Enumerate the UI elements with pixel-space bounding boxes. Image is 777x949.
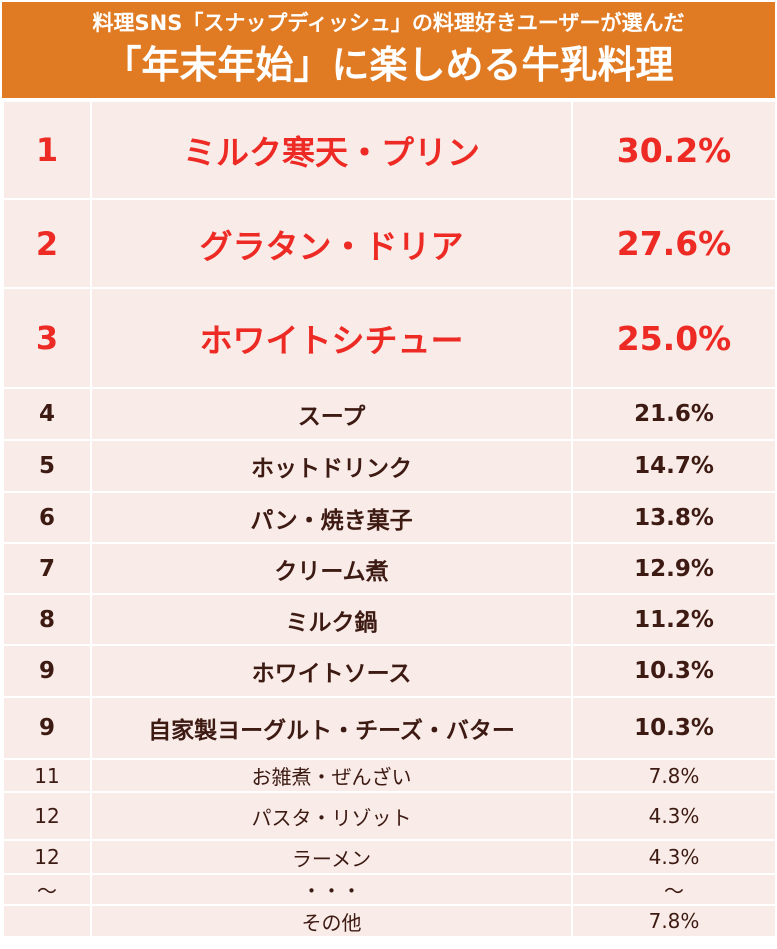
item-cell: ホットドリンク: [90, 439, 573, 493]
rank-cell: 1: [2, 100, 92, 200]
percent-cell: 10.3%: [571, 644, 777, 698]
rank-cell: 5: [2, 439, 92, 493]
table-row: 7 クリーム煮 12.9%: [2, 542, 777, 595]
rank-cell: 7: [2, 542, 92, 595]
rank-cell: 9: [2, 696, 92, 760]
rank-cell: 11: [2, 758, 92, 793]
item-cell: パスタ・リゾット: [90, 791, 573, 841]
rank-cell: 4: [2, 387, 92, 441]
ranking-table-body: 1 ミルク寒天・プリン 30.2% 2 グラタン・ドリア 27.6% 3 ホワイトシチュー 25…: [2, 100, 777, 938]
item-cell: その他: [90, 904, 573, 938]
item-cell: ミルク寒天・プリン: [90, 100, 573, 200]
table-row: 11 お雑煮・ぜんざい 7.8%: [2, 758, 777, 793]
header-title: 「年末年始」に楽しめる牛乳料理: [103, 43, 674, 87]
item-cell: ホワイトシチュー: [90, 287, 573, 389]
rank-cell: 12: [2, 839, 92, 875]
percent-cell: 21.6%: [571, 387, 777, 441]
rank-cell: [2, 904, 92, 938]
table-row: 2 グラタン・ドリア 27.6%: [2, 198, 777, 289]
percent-cell: 10.3%: [571, 696, 777, 760]
percent-cell: 27.6%: [571, 198, 777, 289]
table-row: ～・・・～: [2, 873, 777, 906]
percent-cell: 7.8%: [571, 758, 777, 793]
percent-cell: 30.2%: [571, 100, 777, 200]
rank-cell: 2: [2, 198, 92, 289]
table-row: 1 ミルク寒天・プリン 30.2%: [2, 100, 777, 200]
item-cell: ホワイトソース: [90, 644, 573, 698]
item-cell: パン・焼き菓子: [90, 491, 573, 544]
table-row: 6 パン・焼き菓子 13.8%: [2, 491, 777, 544]
table-row: 12 ラーメン 4.3%: [2, 839, 777, 875]
percent-cell: 4.3%: [571, 791, 777, 841]
item-cell: ミルク鍋: [90, 593, 573, 646]
item-cell: ラーメン: [90, 839, 573, 875]
rank-cell: 6: [2, 491, 92, 544]
table-row: その他 7.8%: [2, 904, 777, 938]
percent-cell: 7.8%: [571, 904, 777, 938]
table-row: 4 スープ 21.6%: [2, 387, 777, 441]
item-cell: スープ: [90, 387, 573, 441]
table-row: 12 パスタ・リゾット 4.3%: [2, 791, 777, 841]
ranking-table: 1 ミルク寒天・プリン 30.2% 2 グラタン・ドリア 27.6% 3 ホワイトシチュー 25…: [2, 100, 777, 938]
rank-cell: 8: [2, 593, 92, 646]
percent-cell: 11.2%: [571, 593, 777, 646]
rank-cell: 12: [2, 791, 92, 841]
percent-cell: ～: [571, 873, 777, 906]
item-cell: クリーム煮: [90, 542, 573, 595]
table-row: 9 ホワイトソース 10.3%: [2, 644, 777, 698]
item-cell: お雑煮・ぜんざい: [90, 758, 573, 793]
table-row: 8 ミルク鍋 11.2%: [2, 593, 777, 646]
rank-cell: 9: [2, 644, 92, 698]
table-row: 9 自家製ヨーグルト・チーズ・バター 10.3%: [2, 696, 777, 760]
percent-cell: 13.8%: [571, 491, 777, 544]
rank-cell: ～: [2, 873, 92, 906]
percent-cell: 14.7%: [571, 439, 777, 493]
percent-cell: 4.3%: [571, 839, 777, 875]
item-cell: 自家製ヨーグルト・チーズ・バター: [90, 696, 573, 760]
header-banner: 料理SNS「スナップディッシュ」の料理好きユーザーが選んだ 「年末年始」に楽しめ…: [2, 2, 775, 98]
percent-cell: 25.0%: [571, 287, 777, 389]
header-subtitle: 料理SNS「スナップディッシュ」の料理好きユーザーが選んだ: [92, 11, 685, 35]
item-cell: ・・・: [90, 873, 573, 906]
table-row: 3 ホワイトシチュー 25.0%: [2, 287, 777, 389]
table-row: 5 ホットドリンク 14.7%: [2, 439, 777, 493]
rank-cell: 3: [2, 287, 92, 389]
percent-cell: 12.9%: [571, 542, 777, 595]
item-cell: グラタン・ドリア: [90, 198, 573, 289]
